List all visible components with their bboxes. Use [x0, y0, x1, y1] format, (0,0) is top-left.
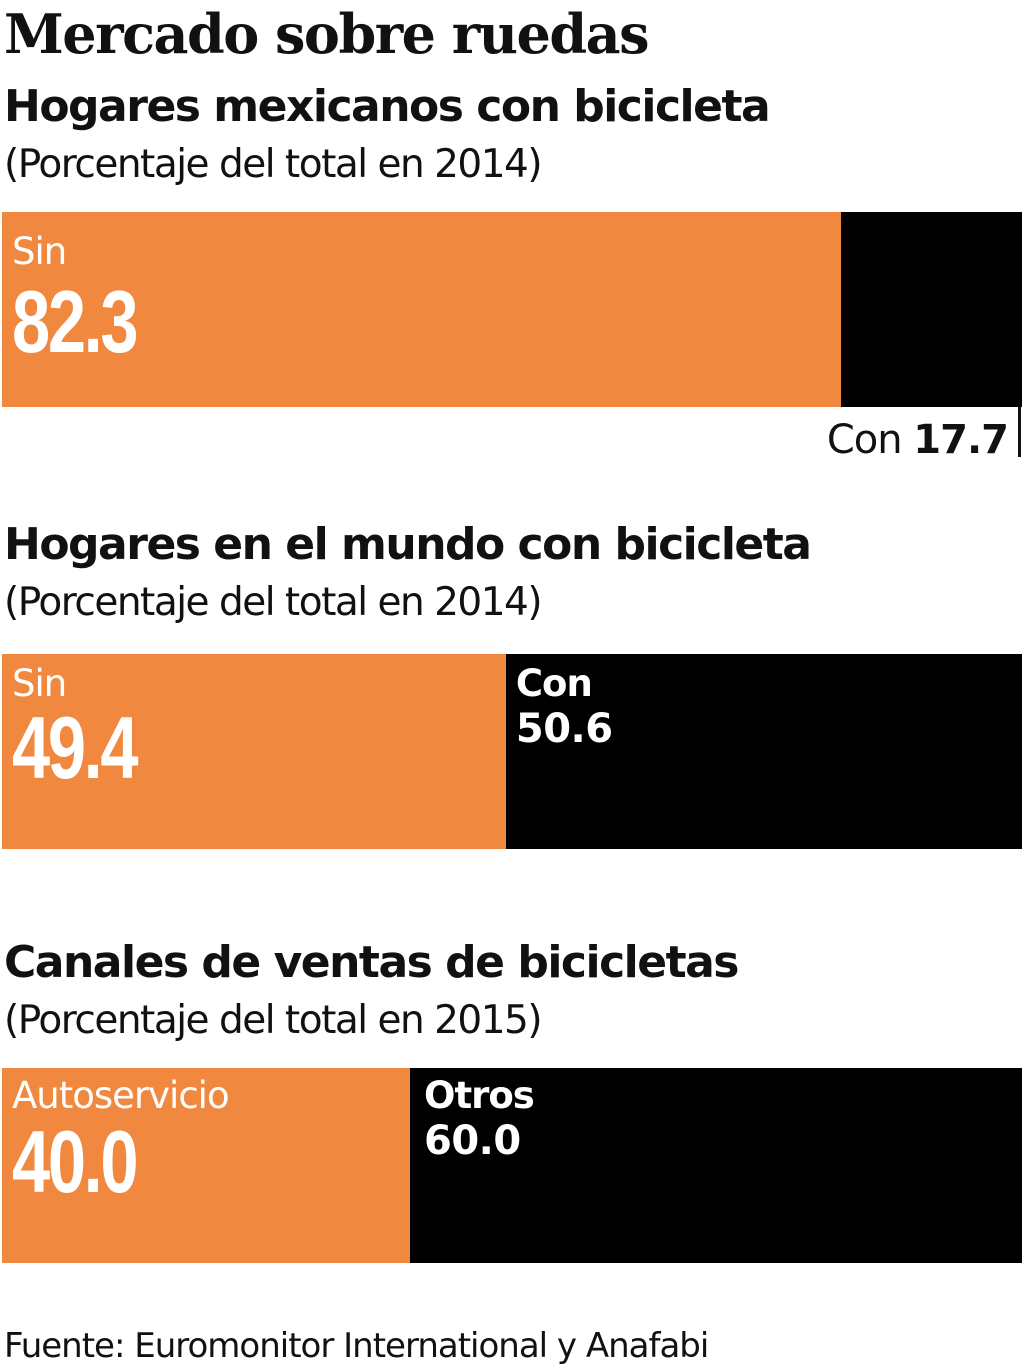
- chart-1-bar: Sin 82.3: [2, 212, 1022, 407]
- chart-2-bar: Sin 49.4 Con 50.6: [2, 654, 1022, 849]
- chart-1-con-label: Con 17.7: [826, 412, 1009, 468]
- chart-3-segment-otros: [410, 1068, 1022, 1263]
- chart-3-title: Canales de ventas de bicicletas: [4, 937, 739, 988]
- chart-3-autoservicio-value: 40.0: [12, 1112, 139, 1211]
- chart-2-con-label: Con: [515, 662, 593, 705]
- chart-2-subtitle: (Porcentaje del total en 2014): [4, 580, 543, 625]
- chart-3-subtitle: (Porcentaje del total en 2015): [4, 998, 543, 1043]
- chart-3-segment-autoservicio: [2, 1068, 410, 1263]
- main-title: Mercado sobre ruedas: [4, 2, 650, 66]
- chart-1-sin-value: 82.3: [12, 272, 139, 371]
- chart-1-segment-con: [841, 212, 1022, 407]
- chart-2-sin-value: 49.4: [12, 698, 139, 797]
- chart-3-bar: Autoservicio 40.0 Otros 60.0: [2, 1068, 1022, 1263]
- chart-2-title: Hogares en el mundo con bicicleta: [4, 519, 812, 570]
- chart-1-sin-label: Sin: [12, 230, 67, 273]
- chart-1-segment-sin: [2, 212, 842, 407]
- chart-2-segment-sin: [2, 654, 506, 849]
- chart-1-con-value: 17.7: [913, 417, 1009, 463]
- chart-2-con-value: 50.6: [515, 706, 613, 752]
- chart-1-subtitle: (Porcentaje del total en 2014): [4, 142, 543, 187]
- chart-2-sin-label: Sin: [12, 662, 67, 705]
- chart-1-con-name: Con: [826, 417, 903, 463]
- source-note: Fuente: Euromonitor International y Anaf…: [4, 1326, 709, 1366]
- chart-2-segment-con: [505, 654, 1022, 849]
- chart-1-leader-line: [1018, 407, 1021, 457]
- chart-3-autoservicio-label: Autoservicio: [12, 1074, 230, 1117]
- chart-3-otros-value: 60.0: [424, 1118, 521, 1164]
- chart-1-title: Hogares mexicanos con bicicleta: [4, 81, 771, 132]
- chart-3-otros-label: Otros: [424, 1074, 535, 1117]
